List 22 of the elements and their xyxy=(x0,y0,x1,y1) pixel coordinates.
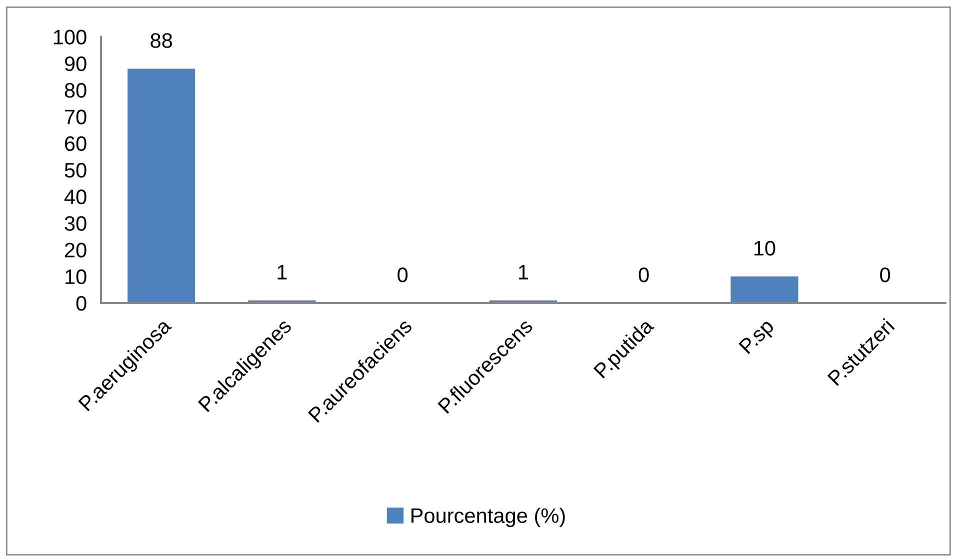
data-label: 88 xyxy=(150,33,172,48)
y-tick-label: 50 xyxy=(64,162,86,178)
data-label: 1 xyxy=(518,265,528,280)
data-label: 1 xyxy=(278,265,287,280)
y-tick-label: 0 xyxy=(76,296,86,311)
y-tick-label: 30 xyxy=(64,216,86,231)
y-tick-label: 90 xyxy=(64,56,86,72)
y-tick-label: 100 xyxy=(54,30,86,45)
y-tick-label: 10 xyxy=(66,269,86,284)
data-label: 10 xyxy=(754,240,776,256)
data-label: 0 xyxy=(880,267,890,282)
legend-label: Pourcentage (%) xyxy=(412,508,565,528)
bar xyxy=(730,276,798,304)
y-tick-label: 70 xyxy=(65,110,86,124)
bar xyxy=(128,68,196,304)
y-tick-label: 40 xyxy=(64,190,86,204)
data-label: 0 xyxy=(398,267,408,282)
x-tick-label: P.sp xyxy=(738,318,778,357)
y-tick-label: 60 xyxy=(65,136,86,152)
y-tick-label: 20 xyxy=(65,242,86,258)
data-label: 0 xyxy=(638,267,649,282)
y-tick-label: 80 xyxy=(64,83,86,98)
